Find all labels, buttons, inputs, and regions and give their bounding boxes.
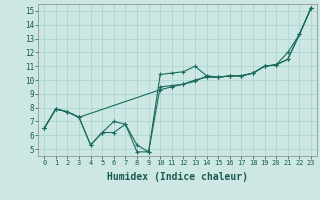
X-axis label: Humidex (Indice chaleur): Humidex (Indice chaleur): [107, 172, 248, 182]
